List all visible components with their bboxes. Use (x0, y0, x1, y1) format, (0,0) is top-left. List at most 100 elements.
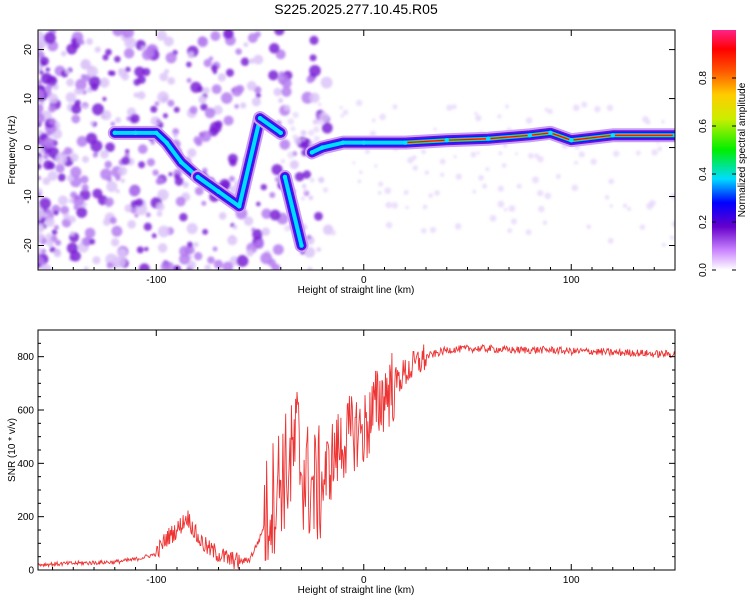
noise-blob (51, 229, 58, 235)
noise-blob (321, 110, 326, 116)
y-tick-label: 800 (17, 352, 34, 363)
noise-blob (235, 48, 242, 55)
noise-blob (208, 56, 214, 61)
noise-blob (412, 165, 418, 171)
noise-blob (172, 128, 180, 135)
noise-blob (572, 104, 580, 112)
noise-blob (68, 215, 76, 223)
noise-blob (138, 161, 146, 169)
noise-blob (143, 222, 152, 231)
noise-blob (657, 146, 663, 152)
noise-blob (607, 237, 614, 244)
noise-blob (157, 189, 169, 201)
noise-blob (73, 205, 79, 210)
noise-blob (134, 213, 139, 218)
noise-blob (110, 238, 120, 247)
ridge-point (178, 160, 184, 165)
noise-blob (475, 114, 482, 122)
noise-blob (38, 69, 44, 75)
colorbar-ticks: 0.0 0.2 0.4 0.6 0.8 (698, 71, 736, 277)
noise-blob (229, 175, 235, 182)
noise-blob (106, 181, 118, 193)
noise-blob (38, 247, 42, 254)
noise-blob (92, 256, 101, 265)
noise-blob (204, 264, 211, 270)
noise-blob (187, 148, 197, 158)
spectrogram-y-axis-label: Frequency (Hz) (7, 116, 18, 185)
noise-blob (122, 30, 134, 39)
noise-blob (534, 153, 540, 159)
noise-blob (89, 121, 95, 126)
noise-blob (112, 30, 124, 37)
noise-blob (586, 224, 592, 230)
noise-blob (639, 224, 646, 230)
noise-blob (391, 202, 399, 209)
noise-blob (117, 248, 127, 258)
noise-blob (123, 48, 135, 59)
ridge-stroke (112, 130, 200, 179)
noise-blob (355, 99, 363, 107)
noise-blob (141, 45, 146, 51)
noise-blob (578, 151, 585, 158)
noise-blob (290, 126, 296, 132)
noise-blob (186, 241, 194, 248)
noise-blob (104, 160, 112, 169)
noise-blob (201, 200, 207, 206)
y-tick-label: 0 (28, 566, 34, 577)
noise-blob (246, 249, 254, 257)
noise-blob (274, 30, 285, 36)
noise-blob (75, 78, 87, 91)
noise-blob (121, 156, 131, 166)
noise-blob (84, 227, 96, 239)
noise-blob (129, 185, 140, 197)
noise-blob (38, 223, 45, 233)
noise-blob (63, 212, 70, 220)
noise-blob (204, 107, 216, 119)
noise-blob (240, 57, 250, 66)
noise-blob (127, 220, 136, 229)
noise-blob (115, 175, 121, 181)
noise-blob (434, 190, 440, 196)
noise-blob (525, 117, 533, 124)
noise-blob (38, 212, 43, 221)
noise-blob (374, 164, 378, 168)
noise-blob (234, 104, 239, 109)
noise-blob (68, 198, 74, 204)
noise-blob (137, 91, 146, 100)
colorbar-label: Normalized spectral amplitude (737, 82, 748, 217)
noise-blob (102, 218, 111, 226)
noise-blob (99, 77, 110, 88)
noise-blob (516, 183, 522, 189)
spectrogram-ridge (107, 111, 675, 253)
noise-blob (156, 211, 163, 217)
noise-blob (156, 118, 161, 124)
noise-blob (151, 233, 157, 239)
noise-blob (150, 140, 156, 145)
noise-blob (283, 104, 291, 111)
x-tick-label: -100 (146, 275, 166, 286)
noise-blob (156, 30, 167, 41)
noise-blob (207, 256, 215, 264)
noise-blob (188, 51, 195, 58)
noise-blob (144, 246, 149, 252)
page-title: S225.2025.277.10.45.R05 (274, 1, 438, 17)
noise-blob (268, 70, 279, 81)
noise-blob (514, 152, 519, 156)
noise-blob (339, 105, 343, 110)
noise-blob (669, 235, 675, 240)
noise-blob (202, 228, 209, 235)
noise-blob (72, 195, 84, 207)
noise-blob (313, 126, 320, 133)
noise-blob (66, 78, 75, 87)
noise-blob (102, 96, 107, 102)
noise-blob (225, 68, 234, 77)
noise-blob (322, 187, 329, 193)
ridge-point (237, 204, 242, 209)
noise-blob (340, 113, 345, 118)
noise-blob (316, 247, 322, 252)
noise-blob (302, 170, 312, 179)
noise-blob (236, 255, 249, 267)
noise-blob (94, 46, 101, 53)
noise-blob (407, 156, 414, 164)
noise-blob (284, 225, 291, 232)
